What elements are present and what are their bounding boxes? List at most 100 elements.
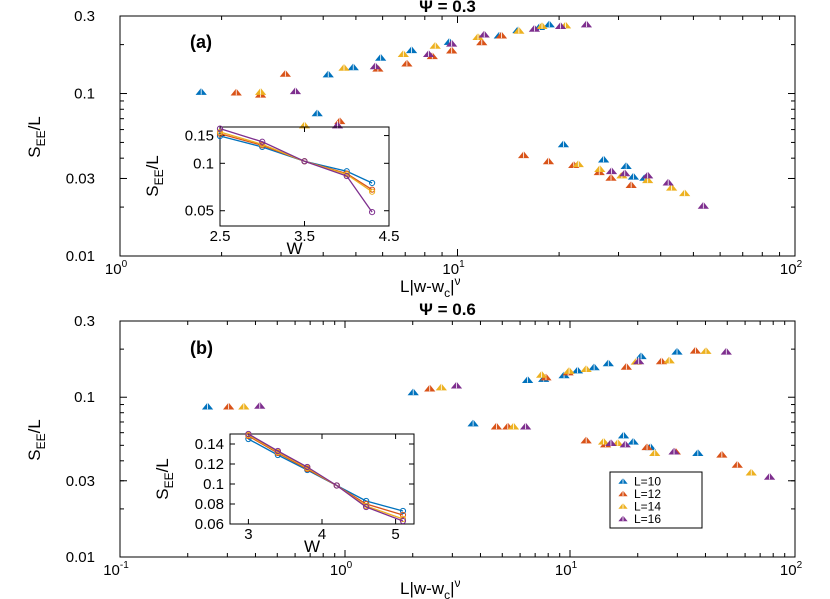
data-point xyxy=(692,448,704,457)
data-point xyxy=(467,418,479,427)
data-point xyxy=(597,437,610,445)
series-L=12 xyxy=(223,346,743,468)
data-point xyxy=(605,166,618,175)
inset-x-axis-label: W xyxy=(286,239,302,258)
inset-x-tick-label: 3.5 xyxy=(294,228,315,245)
chart-title: Ψ = 0.6 xyxy=(419,300,476,319)
y-tick-label: 0.1 xyxy=(74,86,95,103)
x-tick-label: 102 xyxy=(780,259,803,278)
data-point xyxy=(424,384,436,392)
inset-chart: 3 4 5 0.06 0.08 0.1 0.12 0.14 W SEE/L xyxy=(153,430,415,556)
inset-marker xyxy=(343,172,350,180)
data-point xyxy=(627,172,640,180)
data-point xyxy=(554,21,567,29)
y-axis-label: SEE/L xyxy=(25,419,48,461)
data-point xyxy=(347,62,359,71)
data-point xyxy=(338,63,350,71)
data-point xyxy=(397,49,409,58)
data-point xyxy=(238,401,250,410)
legend-marker xyxy=(618,515,628,522)
data-point xyxy=(557,139,570,148)
data-point xyxy=(594,164,606,173)
data-point xyxy=(254,87,267,95)
x-tick-label: 102 xyxy=(780,560,803,579)
data-point xyxy=(731,460,743,468)
panel-label: (a) xyxy=(190,32,212,52)
inset-y-tick-label: 0.1 xyxy=(203,476,224,493)
data-point xyxy=(625,180,637,189)
data-point xyxy=(617,430,630,439)
legend-marker xyxy=(618,477,628,484)
x-tick-label: 100 xyxy=(330,560,353,579)
data-point xyxy=(435,382,447,391)
data-point xyxy=(478,30,490,38)
data-point xyxy=(322,69,334,78)
data-point xyxy=(446,39,458,47)
y-axis-label: SEE/L xyxy=(25,116,48,158)
data-point xyxy=(507,421,520,430)
y-tick-label: 0.1 xyxy=(74,389,95,406)
data-point xyxy=(620,362,632,370)
series-L=16 xyxy=(289,19,709,209)
data-point xyxy=(663,355,675,364)
data-point xyxy=(254,401,266,409)
inset-marker xyxy=(245,430,252,438)
data-point xyxy=(422,49,435,58)
inset-line-L=14 xyxy=(219,131,373,193)
data-point xyxy=(655,356,668,365)
x-axis-label: L|w-wc|ν xyxy=(400,274,461,300)
y-tick-label: 0.3 xyxy=(74,8,95,25)
data-point xyxy=(375,53,387,61)
inset-y-tick-label: 0.08 xyxy=(195,496,224,513)
data-point xyxy=(369,61,381,70)
data-point xyxy=(635,351,647,360)
inset-y-tick-label: 0.1 xyxy=(193,155,214,172)
data-point xyxy=(519,421,532,430)
data-point xyxy=(580,364,592,373)
y-tick-label: 0.3 xyxy=(74,313,95,330)
series-L=16 xyxy=(254,347,776,480)
data-point xyxy=(401,58,413,67)
inset-x-axis-label: W xyxy=(304,537,320,556)
inset-y-tick-label: 0.14 xyxy=(195,436,224,453)
inset-chart: 2.5 3.5 4.5 0.05 0.1 0.15 W SEE/L xyxy=(143,125,399,258)
series-L=10 xyxy=(201,347,704,457)
data-point xyxy=(689,346,702,354)
data-point xyxy=(536,21,548,29)
inset-marker xyxy=(274,447,281,455)
data-point xyxy=(490,421,503,430)
y-tick-label: 0.01 xyxy=(66,248,95,265)
inset-marker xyxy=(399,511,407,519)
inset-x-tick-label: 4 xyxy=(318,526,326,543)
data-point xyxy=(662,177,674,186)
data-point xyxy=(612,438,624,447)
x-tick-label: 101 xyxy=(442,259,465,278)
data-point xyxy=(405,45,418,54)
data-point xyxy=(642,170,654,179)
inset-marker xyxy=(304,463,311,471)
data-point xyxy=(201,401,214,410)
data-point xyxy=(649,448,661,457)
inset-x-tick-label: 2.5 xyxy=(210,228,231,245)
legend-label: L=12 xyxy=(634,487,661,501)
data-point xyxy=(580,435,592,444)
inset-y-tick-label: 0.12 xyxy=(195,456,224,473)
inset-marker xyxy=(369,209,376,216)
plot-frame xyxy=(119,320,796,558)
panel-a: 100 101 102 0.01 0.03 0.1 0.3 Ψ = 0.3 (a) L|w-wc|… xyxy=(25,0,803,300)
inset-marker xyxy=(369,179,376,187)
data-point xyxy=(671,347,683,355)
inset-y-tick-label: 0.06 xyxy=(195,516,224,533)
data-point xyxy=(289,86,302,95)
inset-line-L=16 xyxy=(248,433,404,522)
inset-marker xyxy=(399,515,407,523)
series-L=14 xyxy=(238,346,757,476)
data-point xyxy=(763,472,776,480)
data-point xyxy=(230,88,242,96)
data-point xyxy=(700,346,712,354)
chart-title: Ψ = 0.3 xyxy=(419,0,476,16)
legend-label: L=10 xyxy=(634,475,661,489)
data-point xyxy=(679,188,691,197)
data-point xyxy=(195,87,207,95)
